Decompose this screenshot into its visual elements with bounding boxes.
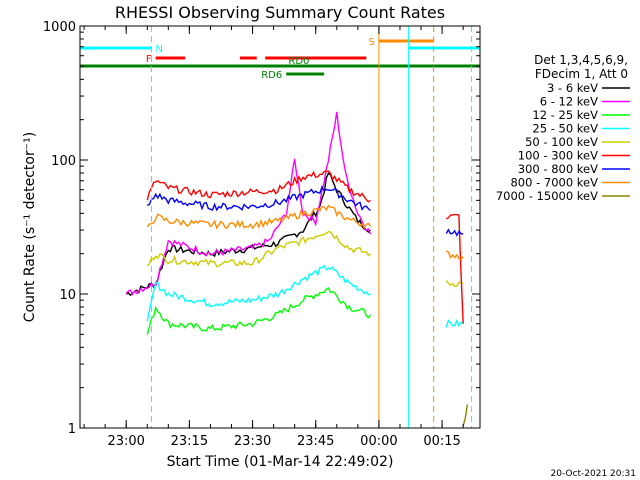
x-tick-label: 00:15 [423,434,460,449]
series-line [125,111,372,296]
legend-entry: 3 - 6 keV [547,81,598,95]
series-line [445,228,464,237]
series-line [147,185,371,212]
annotation-label: RD0 [288,56,309,67]
series-line [146,204,372,230]
legend-header: Det 1,3,4,5,6,9, [534,53,628,67]
legend-entry: 100 - 300 keV [518,149,598,163]
legend-entry: 12 - 25 keV [532,108,598,122]
plot-frame [79,25,481,429]
legend-entry: 25 - 50 keV [532,122,598,136]
x-tick-label: 23:15 [171,434,208,449]
chart-title: RHESSI Observing Summary Count Rates [115,3,445,22]
series-line [146,170,371,203]
legend-entry: 800 - 7000 keV [510,176,598,190]
series-line [445,280,464,288]
legend-entry: 6 - 12 keV [540,95,598,109]
x-tick-label: 23:30 [234,434,271,449]
x-tick-label: 00:00 [360,434,397,449]
x-axis-label: Start Time (01-Mar-14 22:49:02) [167,454,394,470]
x-tick-label: 23:00 [107,434,144,449]
y-tick-label: 10 [59,288,76,303]
series-line [146,264,371,322]
legend-header: FDecim 1, Att 0 [535,67,628,81]
vline-layer [150,26,473,428]
series-line [146,230,371,268]
series-layer [125,111,469,426]
series-line [445,250,464,261]
legend-entry: 50 - 100 keV [525,135,598,149]
y-tick-label: 1 [68,422,76,437]
annotation-label: RD6 [261,70,282,81]
y-tick-label: 1000 [43,20,76,35]
series-line [445,318,464,328]
y-tick-label: 100 [51,154,76,169]
legend-entry: 300 - 800 keV [518,162,598,176]
annotation-layer: NF RD0 RD6 S [80,37,480,81]
timestamp: 20-Oct-2021 20:31 [551,469,636,479]
axis-layer: 23:00 23:15 23:30 23:45 00:00 00:15 1 10 100 1000 [43,20,480,449]
legend: Det 1,3,4,5,6,9,FDecim 1, Att 03 - 6 keV… [496,53,630,203]
series-line [146,286,372,335]
annotation-label: N [155,44,162,55]
legend-entry: 7000 - 15000 keV [496,189,598,203]
series-line [462,404,469,426]
annotation-label: F [146,54,152,65]
series-line [445,213,464,324]
x-tick-label: 23:45 [297,434,334,449]
annotation-label: S [369,37,375,48]
y-axis-label: Count Rate (s⁻¹ detector⁻¹) [22,132,38,322]
